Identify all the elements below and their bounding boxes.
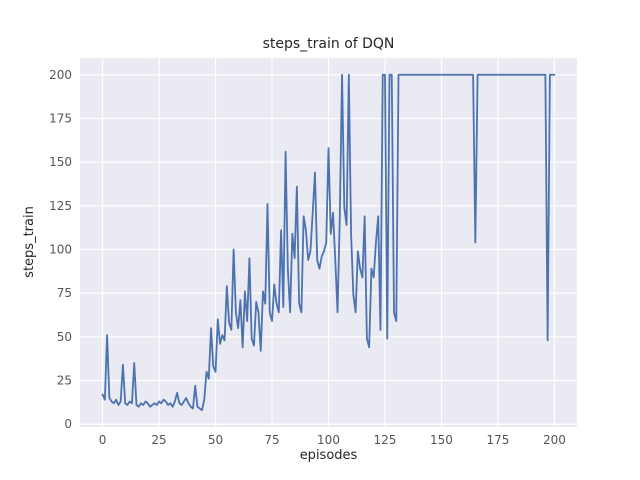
y-tick-label: 125 [49,199,72,213]
chart-title: steps_train of DQN [262,36,395,52]
y-tick-label: 175 [49,111,72,125]
y-tick-label: 75 [57,286,72,300]
x-tick-label: 125 [374,433,397,447]
y-tick-label: 0 [64,417,72,431]
x-tick-label: 100 [317,433,340,447]
y-tick-label: 200 [49,68,72,82]
x-tick-label: 0 [99,433,107,447]
y-tick-label: 50 [57,330,72,344]
y-tick-label: 100 [49,242,72,256]
x-axis-label: episodes [299,448,358,463]
x-tick-label: 175 [486,433,509,447]
x-tick-label: 150 [430,433,453,447]
x-tick-label: 200 [543,433,566,447]
x-tick-label: 25 [151,433,166,447]
y-tick-label: 25 [57,374,72,388]
y-tick-label: 150 [49,155,72,169]
x-tick-label: 75 [264,433,279,447]
x-tick-label: 50 [208,433,223,447]
series-line-steps-train [101,73,556,412]
